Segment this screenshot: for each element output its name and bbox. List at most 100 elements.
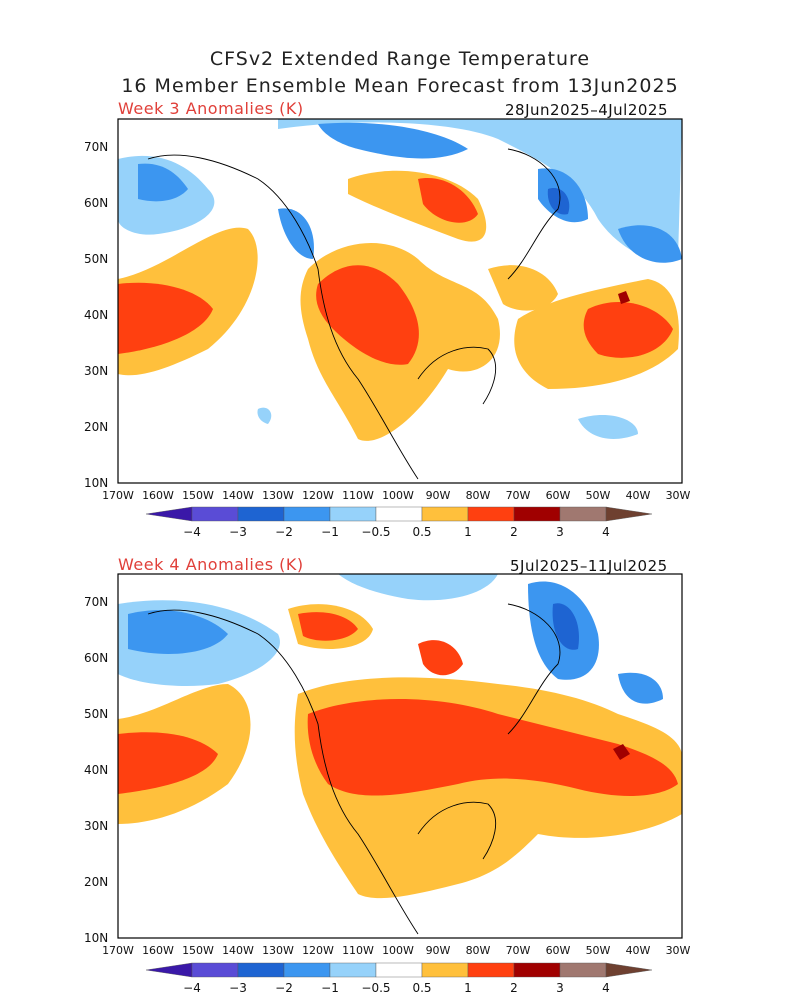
colorbar-swatch — [375, 962, 423, 978]
colorbar-label: 1 — [464, 981, 472, 995]
lon-label: 40W — [626, 489, 651, 502]
lon-tick-labels: 170W 160W 150W 140W 130W 120W 110W 100W … — [102, 944, 690, 957]
colorbar-label: 2 — [510, 525, 518, 539]
warm-anomaly-conus-core — [307, 699, 678, 796]
lon-label: 130W — [262, 944, 294, 957]
lon-label: 60W — [546, 944, 571, 957]
panel-2-map: 70N 60N 50N 40N 30N 20N 10N 170W 160W 15… — [84, 573, 691, 957]
coastline-outline — [147, 603, 561, 935]
colorbar-swatch — [605, 962, 653, 978]
colorbar-swatch — [237, 962, 285, 978]
lat-label: 20N — [84, 420, 108, 434]
warm-anomaly-atlantic-core — [583, 301, 673, 358]
lon-label: 110W — [342, 489, 374, 502]
lat-tick-labels: 70N 60N 50N 40N 30N 20N 10N — [84, 140, 108, 490]
cool-anomaly-gulf-alaska — [278, 208, 314, 259]
warm-anomaly-conus-core — [316, 265, 419, 365]
colorbar-swatch — [283, 506, 331, 522]
lon-label: 50W — [586, 489, 611, 502]
lon-label: 160W — [142, 944, 174, 957]
cool-anomaly-canada-arctic — [338, 574, 498, 601]
colorbar-label: 4 — [602, 981, 610, 995]
colorbar-swatch — [421, 962, 469, 978]
colorbar-swatches — [145, 506, 653, 522]
lat-label: 40N — [84, 763, 108, 777]
colorbar-label: −3 — [229, 525, 247, 539]
lon-tick-labels: 170W 160W 150W 140W 130W 120W 110W 100W … — [102, 489, 690, 502]
lat-label: 50N — [84, 252, 108, 266]
lat-label: 30N — [84, 364, 108, 378]
lon-label: 90W — [426, 489, 451, 502]
lon-label: 70W — [506, 489, 531, 502]
colorbar-swatch — [283, 962, 331, 978]
cool-anomaly-pacific-south — [257, 407, 272, 424]
colorbar-swatch — [559, 506, 607, 522]
colorbar-swatch — [375, 506, 423, 522]
colorbar-swatch — [329, 962, 377, 978]
panel-1-map: 70N 60N 50N 40N 30N 20N 10N 170W 160W 15… — [84, 118, 691, 502]
colorbar-labels: −4 −3 −2 −1 −0.5 0.5 1 2 3 4 — [183, 525, 610, 539]
colorbar-swatch — [559, 962, 607, 978]
panel-2-label: Week 4 Anomalies (K) — [118, 555, 304, 574]
colorbar-swatch — [145, 962, 193, 978]
cool-anomaly-greenland-core — [547, 188, 570, 215]
colorbar-swatch — [513, 506, 561, 522]
colorbar-swatch — [191, 962, 239, 978]
cool-anomaly-baffin — [318, 122, 468, 159]
colorbar-label: −0.5 — [361, 525, 390, 539]
lat-label: 50N — [84, 707, 108, 721]
title-line-2: 16 Member Ensemble Mean Forecast from 13… — [121, 75, 679, 97]
colorbar-label: −3 — [229, 981, 247, 995]
colorbar-swatches — [145, 962, 653, 978]
lat-label: 20N — [84, 875, 108, 889]
lon-label: 120W — [302, 944, 334, 957]
lon-label: 170W — [102, 944, 134, 957]
warm-anomaly-hudson — [418, 178, 478, 223]
lat-tick-labels: 70N 60N 50N 40N 30N 20N 10N — [84, 595, 108, 945]
colorbar-swatch — [145, 506, 193, 522]
lat-label: 10N — [84, 476, 108, 490]
title-line-1: CFSv2 Extended Range Temperature — [209, 48, 591, 70]
lon-label: 140W — [222, 944, 254, 957]
warm-anomaly-northeast — [488, 265, 558, 311]
lat-label: 10N — [84, 931, 108, 945]
coastline-outline — [147, 148, 561, 480]
lat-label: 70N — [84, 595, 108, 609]
colorbar-swatch — [191, 506, 239, 522]
lon-label: 140W — [222, 489, 254, 502]
lat-label: 70N — [84, 140, 108, 154]
colorbar-label: −4 — [183, 525, 201, 539]
cool-anomaly-canada-arctic — [278, 119, 682, 262]
lon-label: 80W — [466, 489, 491, 502]
lat-label: 40N — [84, 308, 108, 322]
cool-anomaly-east-atlantic — [618, 672, 663, 704]
lat-label: 60N — [84, 651, 108, 665]
cool-anomaly-greenland-core — [552, 603, 579, 650]
lon-label: 90W — [426, 944, 451, 957]
warm-anomaly-east-pacific-core — [118, 732, 218, 794]
colorbar-swatch — [467, 506, 515, 522]
colorbar-label: −0.5 — [361, 981, 390, 995]
colorbar-label: 1 — [464, 525, 472, 539]
colorbar-label: −1 — [321, 525, 339, 539]
lon-label: 170W — [102, 489, 134, 502]
lon-label: 70W — [506, 944, 531, 957]
warm-anomaly-east-pacific-core — [118, 282, 213, 354]
lon-label: 160W — [142, 489, 174, 502]
lat-label: 30N — [84, 819, 108, 833]
lon-label: 50W — [586, 944, 611, 957]
panel-1-date-range: 28Jun2025–4Jul2025 — [505, 101, 669, 119]
colorbar-label: −2 — [275, 525, 293, 539]
colorbar-swatch — [605, 506, 653, 522]
cool-anomaly-bering — [128, 610, 228, 654]
cool-anomaly-alaska — [138, 163, 188, 202]
lon-label: 150W — [182, 489, 214, 502]
panel-2-date-range: 5Jul2025–11Jul2025 — [510, 557, 668, 575]
colorbar-label: 3 — [556, 981, 564, 995]
lon-label: 100W — [382, 944, 414, 957]
lon-label: 120W — [302, 489, 334, 502]
colorbar-labels: −4 −3 −2 −1 −0.5 0.5 1 2 3 4 — [183, 981, 610, 995]
colorbar-swatch — [329, 506, 377, 522]
warm-anomaly-yukon-core — [298, 612, 358, 641]
lon-label: 60W — [546, 489, 571, 502]
